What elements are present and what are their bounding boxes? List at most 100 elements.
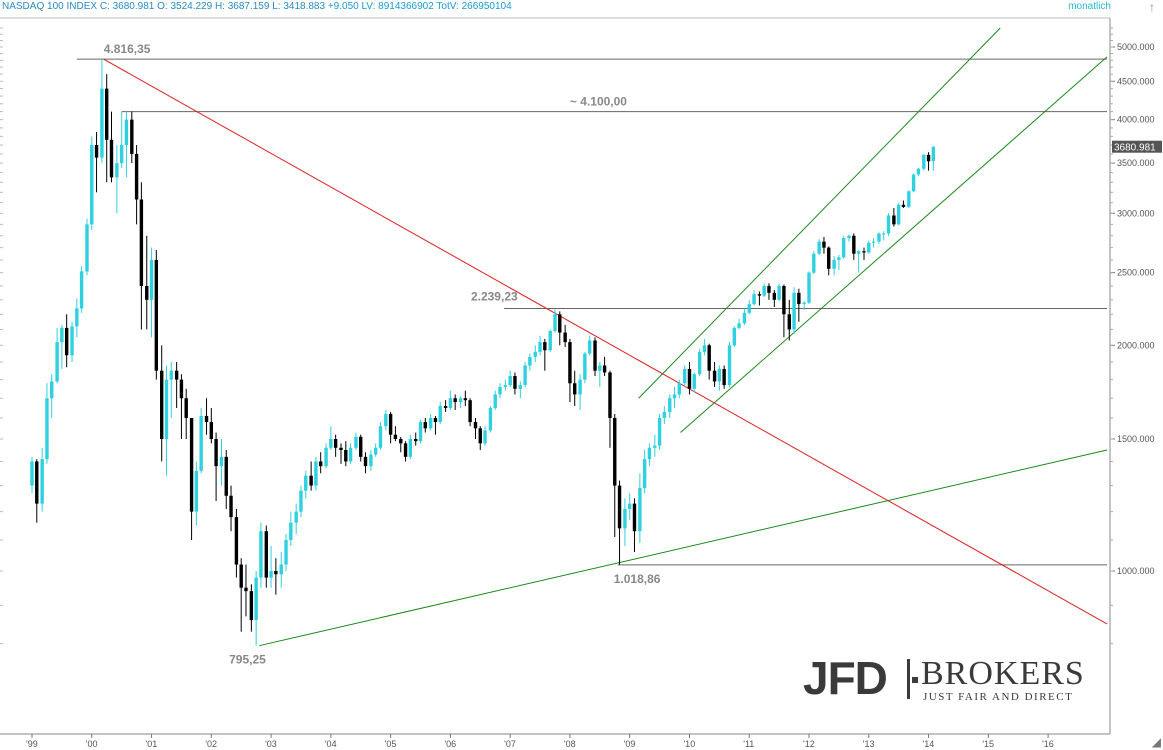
candle-body: [777, 285, 781, 300]
candle-body: [179, 379, 184, 399]
high-value: H: 3687.159: [214, 1, 270, 12]
price-tag-label: 3680.981: [1114, 143, 1156, 154]
x-tick-label: '11: [743, 739, 754, 749]
logo-tagline: JUST FAIR AND DIRECT: [923, 691, 1074, 703]
candle-body: [30, 461, 34, 486]
trend-line-green: [638, 27, 1001, 399]
price-tag-bg: [1112, 140, 1162, 153]
candle-body: [384, 413, 388, 427]
candle-body: [294, 511, 298, 523]
x-tick-label: '08: [564, 739, 576, 749]
candle-body: [244, 587, 248, 592]
candle-body: [40, 459, 44, 504]
candle-body: [672, 394, 677, 399]
candle-body: [388, 413, 393, 435]
candle-body: [523, 365, 527, 386]
corner-arrow-icon[interactable]: ◢: [1151, 735, 1161, 749]
candle-body: [214, 438, 218, 467]
candle-body: [348, 447, 353, 462]
candle-body: [115, 163, 119, 178]
candle-body: [249, 591, 254, 621]
x-tick-label: '13: [863, 739, 875, 749]
trend-line-green: [259, 449, 1108, 647]
logo-separator: [907, 659, 910, 699]
candle-body: [149, 259, 154, 300]
candle-body: [752, 294, 756, 305]
candle-body: [393, 434, 398, 439]
y-tick-label: 4500.000: [1117, 76, 1155, 86]
candle-body: [90, 145, 94, 225]
candle-body: [587, 340, 592, 354]
candle-body: [423, 422, 427, 429]
y-tick-label: 3500.000: [1117, 158, 1155, 168]
candle-body: [289, 522, 293, 540]
candle-body: [892, 215, 896, 225]
candle-body: [229, 495, 233, 518]
x-tick-label: '06: [444, 739, 456, 749]
candle-body: [154, 259, 159, 371]
lv-value: LV: 8914366902: [361, 1, 434, 12]
candle-body: [717, 368, 722, 382]
candle-body: [867, 242, 871, 253]
candle-body: [712, 370, 717, 382]
candle-body: [50, 381, 54, 399]
candle-body: [60, 327, 64, 343]
candle-body: [578, 379, 582, 395]
candle-body: [807, 272, 811, 303]
candle-body: [130, 119, 134, 154]
candle-body: [329, 438, 333, 448]
candle-body: [199, 415, 203, 471]
candle-body: [886, 215, 891, 234]
candle-body: [189, 417, 194, 512]
candle-body: [812, 253, 816, 273]
candle-body: [254, 577, 258, 621]
candle-body: [314, 461, 318, 486]
candle-body: [707, 345, 711, 371]
candle-body: [722, 368, 726, 386]
candle-body: [602, 365, 607, 373]
candle-body: [573, 383, 577, 395]
candle-body: [931, 146, 936, 162]
candle-body: [234, 517, 239, 565]
logo-brokers: BROKERS: [921, 655, 1085, 692]
candle-body: [782, 285, 786, 315]
x-tick-label: '15: [982, 739, 994, 749]
candle-body: [453, 398, 457, 403]
candle-body: [204, 415, 209, 423]
candle-body: [403, 443, 408, 457]
candle-body: [628, 503, 632, 509]
candle-body: [762, 285, 766, 296]
period-label[interactable]: monatlich: [1068, 1, 1111, 12]
candle-body: [558, 314, 562, 333]
symbol-label: NASDAQ 100 INDEX: [2, 1, 98, 12]
candle-body: [896, 204, 901, 225]
candle-body: [463, 398, 468, 401]
candle-body: [702, 345, 707, 352]
candle-body: [408, 438, 413, 457]
candle-body: [613, 417, 617, 486]
x-tick-label: '10: [683, 739, 695, 749]
collapse-arrow-icon[interactable]: ↑: [1149, 0, 1155, 14]
candle-body: [837, 257, 841, 260]
x-tick-label: '05: [385, 739, 397, 749]
candle-body: [109, 139, 114, 178]
candle-body: [697, 351, 702, 375]
candle-body: [458, 398, 463, 403]
candle-body: [139, 199, 144, 286]
candle-body: [119, 145, 124, 164]
candle-body: [269, 571, 273, 578]
candle-body: [518, 385, 523, 389]
candle-body: [344, 450, 348, 462]
candle-body: [64, 327, 69, 356]
candle-body: [333, 438, 338, 448]
candle-body: [493, 394, 497, 408]
change-value: +9.050: [327, 1, 359, 12]
low-value: L: 3418.883: [272, 1, 326, 12]
candle-body: [164, 379, 169, 439]
trend-line-red: [103, 58, 1108, 625]
candle-body: [339, 447, 343, 451]
candle-body: [373, 447, 378, 455]
candle-body: [513, 376, 517, 389]
totv-value: TotV: 266950104: [436, 1, 512, 12]
